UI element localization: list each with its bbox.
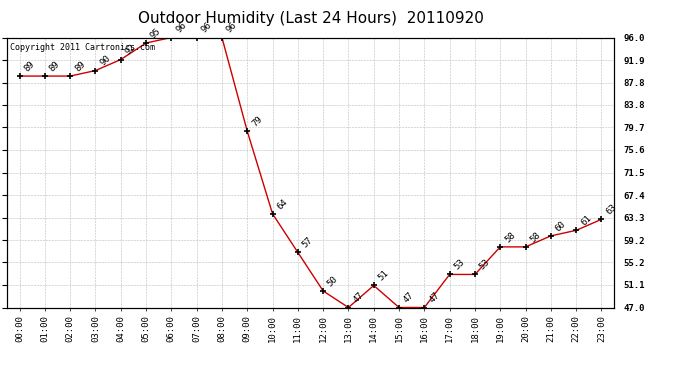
Text: 50: 50 [326, 274, 340, 288]
Text: 58: 58 [503, 230, 517, 244]
Text: 64: 64 [275, 197, 289, 211]
Text: 90: 90 [98, 54, 112, 68]
Text: 47: 47 [427, 291, 441, 305]
Text: 96: 96 [225, 21, 239, 35]
Text: 89: 89 [48, 59, 61, 73]
Text: 51: 51 [377, 269, 391, 283]
Text: 89: 89 [73, 59, 87, 73]
Text: 53: 53 [477, 258, 492, 272]
Text: 53: 53 [453, 258, 466, 272]
Text: 96: 96 [174, 21, 188, 35]
Text: 57: 57 [301, 236, 315, 250]
Text: 60: 60 [553, 219, 568, 233]
Text: 96: 96 [199, 21, 213, 35]
Text: 79: 79 [250, 114, 264, 128]
Text: 92: 92 [124, 43, 137, 57]
Text: 89: 89 [22, 59, 37, 73]
Text: 47: 47 [351, 291, 365, 305]
Text: 61: 61 [579, 214, 593, 228]
Text: 63: 63 [604, 202, 618, 216]
Text: Copyright 2011 Cartronics.com: Copyright 2011 Cartronics.com [10, 43, 155, 52]
Text: Outdoor Humidity (Last 24 Hours)  20110920: Outdoor Humidity (Last 24 Hours) 2011092… [137, 11, 484, 26]
Text: 95: 95 [149, 26, 163, 40]
Text: 47: 47 [402, 291, 416, 305]
Text: 58: 58 [529, 230, 542, 244]
